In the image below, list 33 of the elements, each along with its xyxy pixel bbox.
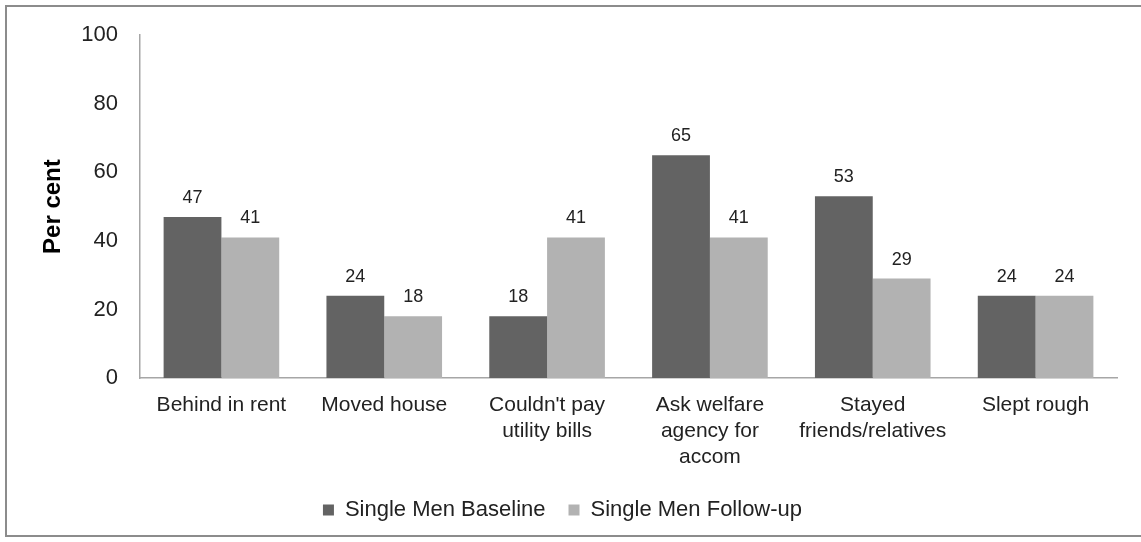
y-tick-label: 0 bbox=[105, 364, 118, 390]
data-label: 24 bbox=[345, 265, 366, 286]
data-label: 41 bbox=[240, 207, 261, 228]
data-label: 65 bbox=[671, 125, 692, 146]
legend-label: Single Men Baseline bbox=[344, 496, 546, 522]
data-label: 47 bbox=[182, 186, 203, 207]
bar bbox=[163, 216, 222, 378]
y-axis-title: Per cent bbox=[38, 159, 66, 254]
bar bbox=[977, 295, 1036, 378]
bar bbox=[652, 155, 710, 378]
legend-label: Single Men Follow-up bbox=[590, 496, 803, 522]
x-tick-label: Ask welfare agency for accom bbox=[655, 391, 765, 468]
data-label: 18 bbox=[403, 286, 424, 307]
x-tick-label: Stayed friends/relatives bbox=[799, 391, 947, 442]
bar bbox=[814, 196, 873, 378]
x-tick-label: Slept rough bbox=[981, 391, 1090, 415]
y-tick-label: 60 bbox=[93, 158, 118, 184]
data-label: 41 bbox=[565, 207, 586, 228]
x-tick-label: Moved house bbox=[321, 391, 448, 415]
y-tick-label: 20 bbox=[93, 295, 118, 321]
data-label: 53 bbox=[833, 166, 854, 187]
data-label: 24 bbox=[1054, 265, 1075, 286]
data-label: 29 bbox=[891, 248, 912, 269]
bar bbox=[326, 295, 385, 378]
y-tick-label: 80 bbox=[93, 89, 118, 115]
y-tick-label: 100 bbox=[81, 21, 118, 47]
data-label: 41 bbox=[728, 207, 749, 228]
bar bbox=[489, 316, 548, 378]
data-label: 24 bbox=[996, 265, 1017, 286]
x-tick-label: Couldn't pay utility bills bbox=[489, 391, 606, 442]
x-tick-label: Behind in rent bbox=[156, 391, 287, 415]
data-label: 18 bbox=[508, 286, 529, 307]
y-tick-label: 40 bbox=[93, 226, 118, 252]
